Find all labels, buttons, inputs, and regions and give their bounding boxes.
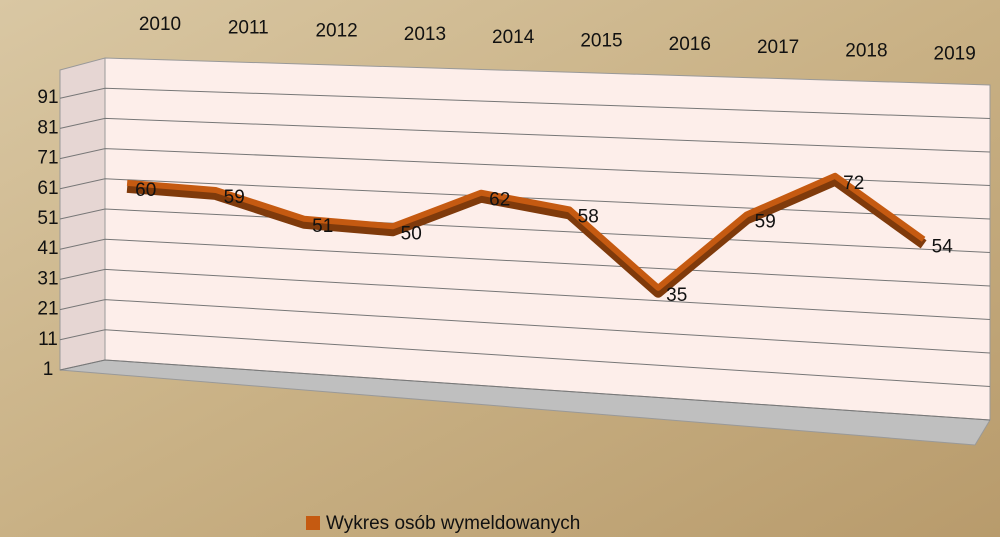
data-label: 50 [401, 223, 422, 244]
data-label: 62 [489, 190, 510, 211]
x-tick-label: 2016 [669, 34, 711, 55]
x-tick-label: 2012 [315, 21, 357, 42]
x-tick-label: 2018 [845, 40, 887, 61]
legend-label: Wykres osób wymeldowanych [326, 513, 580, 534]
y-tick-label: 71 [37, 148, 58, 169]
back-wall [105, 58, 990, 420]
data-label: 59 [755, 211, 776, 232]
y-tick-label: 51 [37, 208, 58, 229]
x-tick-label: 2010 [139, 14, 181, 35]
y-tick-label: 31 [37, 268, 58, 289]
page: {"chart_data": {"type": "line", "categor… [0, 0, 1000, 537]
y-tick-label: 61 [37, 178, 58, 199]
y-tick-label: 11 [38, 329, 58, 350]
data-label: 54 [932, 236, 954, 257]
x-tick-label: 2015 [580, 31, 622, 52]
x-tick-label: 2014 [492, 27, 535, 48]
data-label: 51 [312, 216, 333, 237]
chart: 1112131415161718191201020112012201320142… [0, 0, 1000, 537]
data-label: 60 [135, 180, 156, 201]
x-tick-label: 2011 [228, 17, 269, 38]
x-tick-label: 2019 [934, 44, 976, 65]
legend-swatch [306, 516, 320, 530]
data-label: 58 [578, 207, 599, 228]
y-tick-label: 21 [37, 299, 58, 320]
data-label: 59 [224, 187, 245, 208]
y-tick-label: 1 [43, 359, 54, 380]
y-tick-label: 91 [37, 87, 58, 108]
x-tick-label: 2013 [404, 24, 446, 45]
x-tick-label: 2017 [757, 37, 799, 58]
data-label: 35 [666, 285, 687, 306]
data-label: 72 [843, 173, 864, 194]
y-tick-label: 81 [37, 117, 58, 138]
y-tick-label: 41 [37, 238, 58, 259]
